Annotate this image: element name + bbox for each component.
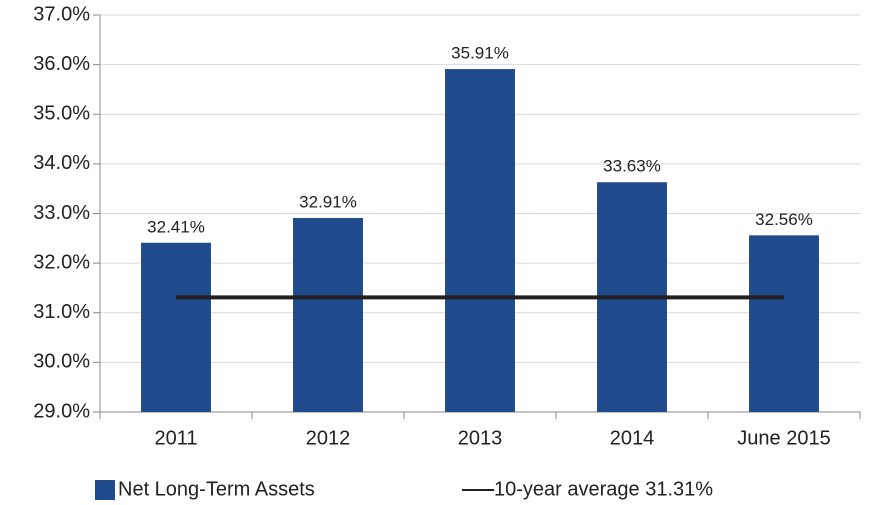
x-tick-label: June 2015 xyxy=(737,427,830,449)
data-label: 32.56% xyxy=(755,210,813,229)
bar xyxy=(293,217,363,412)
y-tick-label: 34.0% xyxy=(33,152,90,174)
bar xyxy=(445,69,515,412)
y-tick-label: 29.0% xyxy=(33,400,90,422)
legend-swatch xyxy=(95,480,115,500)
x-tick-label: 2013 xyxy=(458,427,503,449)
y-tick-label: 37.0% xyxy=(33,3,90,25)
x-tick-label: 2012 xyxy=(306,427,351,449)
y-tick-label: 36.0% xyxy=(33,53,90,75)
y-tick-label: 32.0% xyxy=(33,251,90,273)
y-tick-label: 31.0% xyxy=(33,301,90,323)
y-tick-label: 30.0% xyxy=(33,351,90,373)
data-label: 32.91% xyxy=(299,192,357,211)
legend-label: Net Long-Term Assets xyxy=(118,478,315,500)
data-label: 32.41% xyxy=(147,217,205,236)
bar xyxy=(141,242,211,412)
x-tick-label: 2011 xyxy=(154,427,197,449)
y-tick-label: 33.0% xyxy=(33,202,90,224)
y-tick-label: 35.0% xyxy=(33,103,90,125)
data-label: 35.91% xyxy=(451,44,509,63)
x-tick-label: 2014 xyxy=(610,427,655,449)
data-label: 33.63% xyxy=(603,157,661,176)
legend-label: 10-year average 31.31% xyxy=(494,478,713,500)
bar xyxy=(749,235,819,412)
